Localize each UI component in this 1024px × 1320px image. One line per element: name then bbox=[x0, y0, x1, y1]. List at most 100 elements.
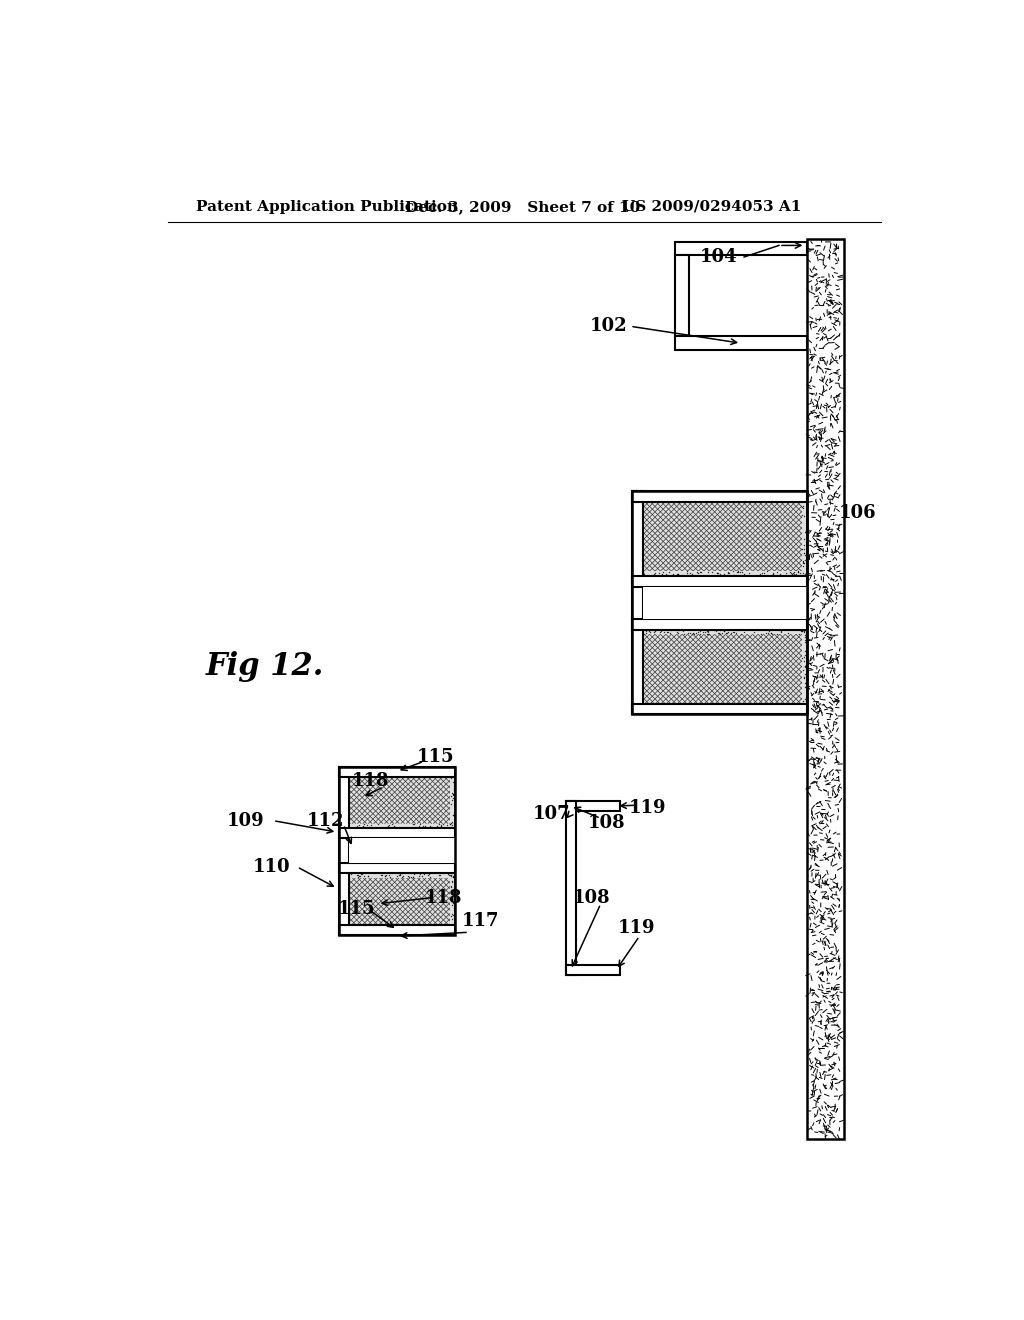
Point bbox=[797, 627, 813, 648]
Point bbox=[333, 924, 349, 945]
Point bbox=[670, 564, 686, 585]
Point bbox=[797, 677, 813, 698]
Text: 110: 110 bbox=[253, 858, 290, 875]
Point bbox=[670, 482, 686, 503]
Point bbox=[765, 562, 781, 583]
Point bbox=[626, 519, 642, 540]
Point bbox=[379, 816, 395, 837]
Point bbox=[798, 521, 814, 543]
Point bbox=[663, 702, 679, 723]
Point bbox=[759, 561, 775, 582]
Point bbox=[445, 777, 462, 799]
Point bbox=[335, 900, 351, 921]
Point bbox=[782, 482, 799, 503]
Point bbox=[398, 760, 415, 781]
Bar bbox=[349, 838, 455, 863]
Point bbox=[332, 810, 348, 832]
Point bbox=[627, 548, 643, 569]
Point bbox=[674, 484, 690, 506]
Point bbox=[725, 565, 741, 586]
Point bbox=[692, 561, 709, 582]
Point bbox=[676, 623, 692, 644]
Point bbox=[705, 561, 721, 582]
Point bbox=[693, 482, 710, 503]
Point bbox=[385, 756, 401, 777]
Point bbox=[727, 564, 743, 585]
Point bbox=[435, 817, 452, 838]
Point bbox=[794, 480, 810, 502]
Point bbox=[798, 672, 814, 693]
Point bbox=[795, 553, 811, 574]
Point bbox=[772, 622, 788, 643]
Point bbox=[408, 921, 424, 942]
Point bbox=[389, 865, 406, 886]
Point bbox=[798, 490, 814, 511]
Point bbox=[400, 867, 417, 888]
Point bbox=[679, 483, 695, 504]
Point bbox=[442, 866, 459, 887]
Point bbox=[760, 704, 776, 725]
Point bbox=[718, 623, 734, 644]
Point bbox=[416, 817, 432, 838]
Point bbox=[698, 623, 715, 644]
Point bbox=[720, 622, 736, 643]
Point bbox=[624, 562, 640, 583]
Point bbox=[755, 484, 771, 506]
Point bbox=[796, 667, 812, 688]
Point bbox=[626, 630, 642, 651]
Point bbox=[422, 816, 438, 837]
Point bbox=[638, 620, 654, 642]
Point bbox=[360, 866, 377, 887]
Point bbox=[796, 647, 812, 668]
Point bbox=[351, 817, 368, 838]
Point bbox=[792, 482, 808, 503]
Point bbox=[407, 863, 423, 884]
Text: 117: 117 bbox=[462, 912, 500, 929]
Point bbox=[647, 620, 664, 642]
Point bbox=[795, 504, 811, 525]
Point bbox=[339, 816, 355, 837]
Point bbox=[798, 623, 814, 644]
Point bbox=[373, 756, 389, 777]
Point bbox=[696, 701, 713, 722]
Point bbox=[627, 681, 643, 702]
Point bbox=[434, 814, 451, 836]
Point bbox=[375, 756, 391, 777]
Point bbox=[751, 484, 767, 506]
Point bbox=[798, 503, 814, 524]
Point bbox=[649, 480, 666, 502]
Point bbox=[394, 863, 411, 884]
Point bbox=[671, 619, 687, 640]
Point bbox=[334, 920, 350, 941]
Point bbox=[371, 920, 387, 941]
Point bbox=[626, 533, 642, 554]
Point bbox=[400, 866, 417, 887]
Point bbox=[334, 779, 350, 800]
Point bbox=[444, 880, 461, 902]
Point bbox=[333, 883, 349, 904]
Point bbox=[626, 698, 642, 719]
Point bbox=[796, 486, 812, 507]
Point bbox=[446, 899, 463, 920]
Point bbox=[409, 758, 425, 779]
Point bbox=[335, 884, 351, 906]
Point bbox=[625, 540, 641, 561]
Text: 115: 115 bbox=[417, 748, 455, 767]
Point bbox=[432, 816, 449, 837]
Point bbox=[331, 923, 347, 944]
Point bbox=[796, 620, 812, 642]
Point bbox=[332, 888, 348, 909]
Bar bbox=[643, 586, 807, 619]
Point bbox=[712, 701, 728, 722]
Point bbox=[628, 528, 644, 549]
Point bbox=[638, 480, 654, 502]
Point bbox=[745, 484, 762, 506]
Text: 107: 107 bbox=[534, 805, 570, 824]
Point bbox=[798, 672, 814, 693]
Point bbox=[765, 704, 781, 725]
Point bbox=[334, 804, 350, 825]
Point bbox=[338, 920, 354, 941]
Point bbox=[410, 923, 426, 944]
Point bbox=[635, 623, 651, 644]
Point bbox=[635, 561, 651, 582]
